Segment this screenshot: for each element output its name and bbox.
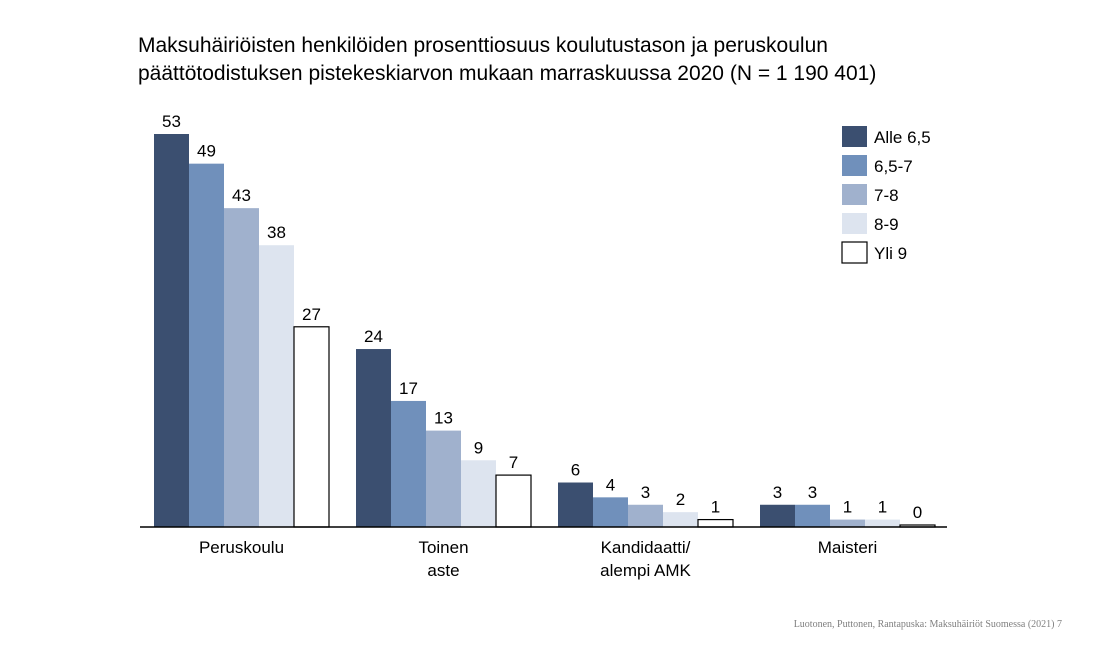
category-label-1-1: aste: [427, 561, 459, 580]
value-label-0-4: 27: [302, 305, 321, 324]
bar-0-4: [293, 326, 330, 528]
legend: Alle 6,5 6,5-7 7-8 8-9 Yli 9: [841, 126, 931, 264]
bar-2-0: [558, 482, 593, 527]
chart-title-line-1: Maksuhäiriöisten henkilöiden prosenttios…: [138, 34, 828, 57]
chart-title: Maksuhäiriöisten henkilöiden prosenttios…: [138, 34, 876, 85]
value-label-3-3: 1: [878, 498, 887, 517]
bar-0-2: [224, 208, 259, 527]
value-label-3-4: 0: [913, 503, 922, 522]
category-label-2-0: Kandidaatti/: [601, 538, 691, 557]
bar-1-4: [495, 474, 532, 528]
bar-0-3: [259, 245, 294, 527]
bar-1-2: [426, 430, 461, 527]
source-note: Luotonen, Puttonen, Rantapuska: Maksuhäi…: [794, 619, 1062, 630]
category-label-3-0: Maisteri: [818, 538, 878, 557]
value-label-1-1: 17: [399, 379, 418, 398]
value-label-0-0: 53: [162, 112, 181, 131]
category-label-0-0: Peruskoulu: [199, 538, 284, 557]
category-labels-group: Peruskoulu Toinen aste Kandidaatti/alempi A…: [199, 538, 877, 580]
bar-1-1: [391, 400, 426, 527]
legend-label-4: Yli 9: [874, 244, 907, 263]
legend-swatch-3: [842, 213, 867, 234]
legend-swatch-2: [842, 184, 867, 205]
value-label-3-2: 1: [843, 498, 852, 517]
value-label-1-0: 24: [364, 327, 383, 346]
legend-swatch-4: [841, 241, 868, 264]
value-label-1-3: 9: [474, 438, 483, 457]
legend-swatch-0: [842, 126, 867, 147]
bar-0-0: [154, 134, 189, 527]
legend-label-0: Alle 6,5: [874, 128, 931, 147]
bars-group: [154, 134, 936, 528]
bar-3-1: [795, 504, 830, 527]
value-label-3-1: 3: [808, 483, 817, 502]
value-label-2-3: 2: [676, 490, 685, 509]
category-label-2-1: alempi AMK: [600, 561, 691, 580]
value-label-2-4: 1: [711, 498, 720, 517]
value-label-2-2: 3: [641, 483, 650, 502]
value-label-3-0: 3: [773, 483, 782, 502]
bar-2-3: [663, 512, 698, 527]
bar-3-0: [760, 504, 795, 527]
legend-label-3: 8-9: [874, 215, 899, 234]
value-label-2-1: 4: [606, 475, 615, 494]
value-label-1-4: 7: [509, 453, 518, 472]
bar-1-0: [356, 349, 391, 527]
bar-2-4: [697, 518, 734, 528]
legend-swatch-1: [842, 155, 867, 176]
category-label-1-0: Toinen: [418, 538, 468, 557]
value-label-1-2: 13: [434, 409, 453, 428]
chart-title-line-2: päättötodistuksen pistekeskiarvon mukaan…: [138, 62, 876, 85]
bar-2-2: [628, 504, 663, 527]
bar-0-1: [189, 163, 224, 527]
bar-1-3: [461, 460, 496, 527]
bar-3-2: [830, 519, 865, 527]
bar-3-3: [865, 519, 900, 527]
value-label-0-2: 43: [232, 186, 251, 205]
value-label-0-3: 38: [267, 223, 286, 242]
legend-label-2: 7-8: [874, 186, 899, 205]
value-label-2-0: 6: [571, 461, 580, 480]
legend-label-1: 6,5-7: [874, 157, 913, 176]
bar-2-1: [593, 497, 628, 527]
value-label-0-1: 49: [197, 142, 216, 161]
